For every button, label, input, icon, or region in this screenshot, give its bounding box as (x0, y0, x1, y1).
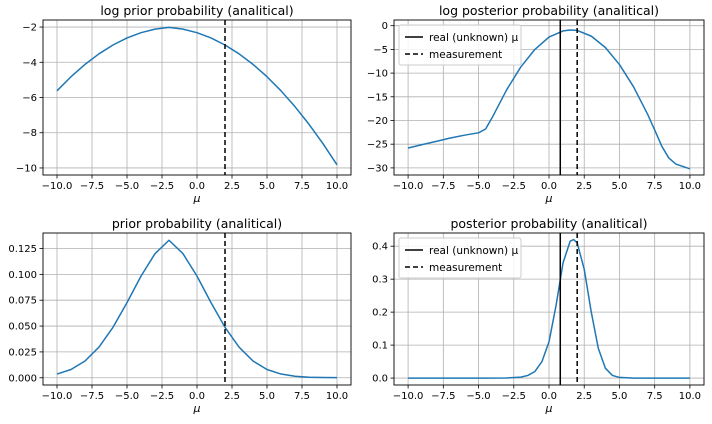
x-tick-label: 5.0 (259, 181, 275, 192)
x-tick-label: −7.5 (431, 391, 455, 402)
series-line (56, 239, 338, 379)
y-tick-label: 0.100 (8, 270, 37, 281)
axes-frame (42, 19, 352, 176)
x-tick-label: 2.5 (224, 181, 240, 192)
x-tick-label: 5.0 (259, 391, 275, 402)
y-tick-label: −20 (367, 116, 388, 127)
axes-frame (42, 232, 352, 386)
x-tick-label: 7.5 (294, 181, 310, 192)
x-tick-label: 0.0 (189, 391, 205, 402)
panel-log-prior: −10.0 −7.5 −5.0 −2.5 0.0 2.5 5.0 7.5 10.0 −10 −8 −6… (16, 3, 352, 205)
y-tick-label: 0.0 (372, 374, 388, 385)
x-tick-label: −2.5 (150, 391, 174, 402)
series-line (56, 26, 338, 166)
series-line (407, 29, 691, 170)
legend-measurement-label: measurement (429, 49, 502, 61)
y-tick-label: −5 (373, 45, 388, 56)
y-tick-label: 0.050 (8, 322, 37, 333)
x-tick-label: −10.0 (393, 181, 424, 192)
y-tick-label: 0.1 (372, 341, 388, 352)
y-tick-label: −15 (367, 92, 388, 103)
x-tick-label: −10.0 (393, 391, 424, 402)
x-axis-label: μ (193, 402, 201, 415)
y-tick-label: 0.000 (8, 373, 37, 384)
y-tick-label: −8 (22, 128, 37, 139)
x-axis-label: μ (193, 192, 201, 205)
y-tick-label: −10 (16, 163, 37, 174)
x-tick-label: 10.0 (326, 391, 348, 402)
x-tick-label: 0.0 (541, 391, 557, 402)
x-tick-label: 2.5 (576, 181, 592, 192)
y-tick-label: −6 (22, 93, 37, 104)
x-tick-label: −5.0 (115, 181, 139, 192)
x-tick-label: 0.0 (189, 181, 205, 192)
x-tick-label: 10.0 (679, 181, 701, 192)
x-tick-label: 10.0 (326, 181, 348, 192)
x-tick-label: 5.0 (612, 181, 628, 192)
panel-prior: −10.0 −7.5 −5.0 −2.5 0.0 2.5 5.0 7.5 10.0 0.000 0.… (8, 216, 352, 415)
x-tick-label: 2.5 (224, 391, 240, 402)
y-tick-label: 0.125 (8, 244, 37, 255)
x-tick-label: −2.5 (502, 391, 526, 402)
y-tick-label: −30 (367, 163, 388, 174)
y-tick-label: 0.4 (372, 242, 388, 253)
y-tick-label: 0.3 (372, 275, 388, 286)
panel-log-posterior: −10.0 −7.5 −5.0 −2.5 0.0 2.5 5.0 7.5 10.0 −30 −25 −… (367, 3, 705, 205)
legend: real (unknown) μ measurement (398, 237, 522, 279)
x-tick-label: −5.0 (466, 391, 490, 402)
x-tick-label: 5.0 (612, 391, 628, 402)
panel-posterior: −10.0 −7.5 −5.0 −2.5 0.0 2.5 5.0 7.5 10.0 0.0 0.1 0… (372, 216, 705, 415)
chart-title: posterior probability (analitical) (450, 216, 647, 231)
x-tick-label: 0.0 (541, 181, 557, 192)
x-tick-label: 7.5 (647, 181, 663, 192)
axes-frame (393, 232, 705, 386)
x-tick-label: −7.5 (80, 391, 104, 402)
x-tick-label: −10.0 (42, 181, 73, 192)
x-tick-label: −10.0 (42, 391, 73, 402)
x-tick-label: −7.5 (80, 181, 104, 192)
x-axis-label: μ (545, 402, 553, 415)
y-tick-label: −10 (367, 69, 388, 80)
x-tick-label: −7.5 (431, 181, 455, 192)
y-tick-label: −4 (22, 58, 37, 69)
x-tick-label: 10.0 (679, 391, 701, 402)
chart-title: log posterior probability (analitical) (439, 3, 659, 18)
y-tick-label: 0.075 (8, 296, 37, 307)
x-tick-label: −2.5 (502, 181, 526, 192)
legend-frame (398, 24, 522, 66)
legend-real-label: real (unknown) μ (429, 245, 518, 257)
legend-measurement-label: measurement (429, 262, 502, 274)
x-tick-label: 7.5 (294, 391, 310, 402)
x-tick-label: 7.5 (647, 391, 663, 402)
legend-frame (398, 237, 522, 279)
x-tick-label: −5.0 (115, 391, 139, 402)
legend: real (unknown) μ measurement (398, 24, 522, 66)
x-tick-label: −2.5 (150, 181, 174, 192)
y-tick-label: 0.025 (8, 347, 37, 358)
y-tick-label: −2 (22, 23, 37, 34)
x-tick-label: −5.0 (466, 181, 490, 192)
x-tick-label: 2.5 (576, 391, 592, 402)
axes-frame (393, 19, 705, 176)
chart-title: log prior probability (analitical) (100, 3, 293, 18)
series-line (408, 238, 690, 379)
chart-title: prior probability (analitical) (112, 216, 282, 231)
y-tick-label: 0.2 (372, 308, 388, 319)
y-tick-label: −25 (367, 140, 388, 151)
x-axis-label: μ (545, 192, 553, 205)
legend-real-label: real (unknown) μ (429, 32, 518, 44)
y-tick-label: 0 (382, 21, 388, 32)
